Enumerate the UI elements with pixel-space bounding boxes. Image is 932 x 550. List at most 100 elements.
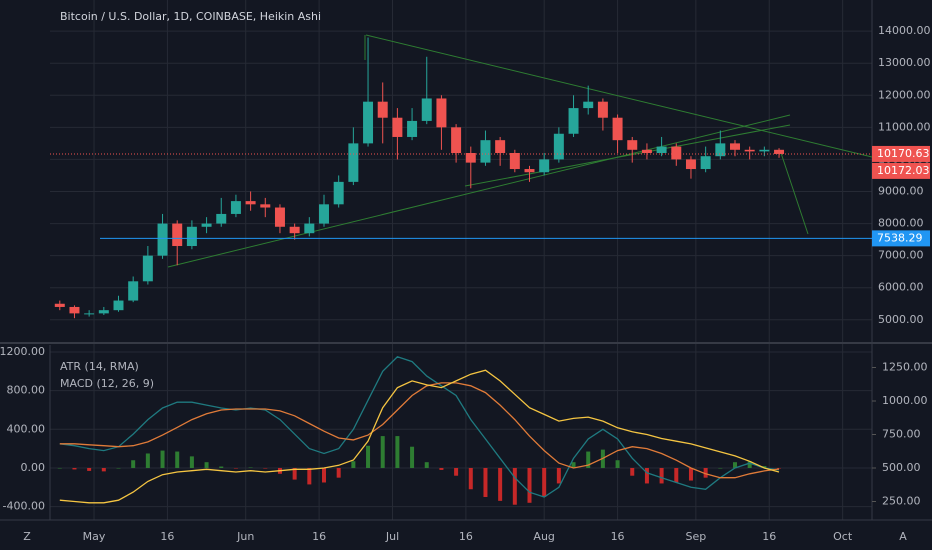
candle-body — [744, 149, 755, 152]
histogram-bar — [468, 467, 473, 490]
candle-body — [304, 223, 315, 234]
y-tick-label: 12000.00 — [878, 88, 931, 101]
candle-body — [142, 255, 153, 282]
candle-body — [201, 223, 212, 227]
toolbar-button[interactable]: A — [899, 530, 907, 543]
candle-body — [348, 143, 359, 182]
candle-body — [407, 120, 418, 137]
candle-body — [685, 159, 696, 170]
histogram-bar — [630, 467, 635, 476]
trendline — [365, 34, 873, 158]
x-tick-label: 16 — [459, 530, 473, 543]
candle-body — [553, 133, 564, 160]
indicator-line — [59, 369, 780, 504]
candle-body — [319, 204, 329, 224]
candle-body — [186, 226, 197, 247]
histogram-bar — [571, 462, 576, 468]
price-label-bg — [872, 162, 930, 179]
candle-body — [495, 140, 506, 153]
histogram-bar — [351, 461, 356, 468]
histogram-bar — [512, 467, 517, 505]
histogram-bar — [219, 466, 224, 468]
y-tick-label: 14000.00 — [878, 24, 931, 37]
candle-body — [568, 108, 579, 134]
candle-body — [597, 101, 608, 118]
y-tick-label: 800.00 — [7, 384, 46, 397]
x-tick-label: 16 — [611, 530, 625, 543]
histogram-bar — [263, 467, 268, 469]
candle-body — [480, 140, 491, 163]
candle-body — [216, 213, 227, 224]
histogram-bar — [72, 467, 77, 470]
grid — [50, 0, 872, 520]
y-tick-label: 1200.00 — [0, 345, 45, 358]
candle-body — [451, 127, 462, 153]
histogram-bar — [145, 453, 150, 468]
price-label: 10172.03 — [877, 164, 930, 177]
y-tick-label: 7000.00 — [878, 249, 924, 262]
histogram-bar — [556, 467, 561, 484]
histogram-bar — [248, 467, 253, 468]
price-label-bg — [872, 145, 930, 162]
candle-body — [363, 101, 374, 144]
candle-body — [230, 201, 241, 214]
candle-body — [730, 143, 740, 150]
histogram-bar — [644, 467, 649, 484]
candle-body — [274, 207, 285, 227]
y-tick-label: -400.00 — [3, 500, 45, 513]
histogram-bar — [762, 466, 767, 468]
histogram-bar — [615, 460, 620, 468]
candle-body — [612, 117, 623, 141]
histogram-bar — [659, 467, 664, 484]
y-tick-label: 5000.00 — [878, 313, 924, 326]
toolbar — [0, 522, 932, 550]
y-tick-label: 8000.00 — [878, 217, 924, 230]
x-tick-label: Jul — [385, 530, 399, 543]
chart-title: Bitcoin / U.S. Dollar, 1D, COINBASE, Hei… — [60, 10, 321, 23]
candle-body — [392, 117, 403, 137]
candle-body — [524, 169, 535, 173]
histogram-bar — [101, 467, 106, 472]
histogram-bar — [366, 445, 371, 468]
indicator-line — [59, 382, 780, 479]
candle-body — [172, 223, 183, 247]
price-label: 7538.29 — [877, 231, 923, 244]
y-tick-label: 11000.00 — [878, 120, 931, 133]
histogram-bar — [498, 467, 503, 501]
candle-body — [377, 101, 388, 118]
y-tick-label: 13000.00 — [878, 56, 931, 69]
candle-body — [436, 98, 447, 128]
histogram-bar — [175, 451, 180, 468]
histogram-bar — [57, 467, 62, 469]
histogram-bar — [777, 467, 782, 469]
candle-body — [333, 181, 344, 205]
price-label-bg — [872, 230, 930, 247]
candle-body — [774, 149, 785, 154]
candle-body — [157, 223, 168, 256]
histogram-bar — [586, 451, 591, 468]
x-tick-label: 16 — [312, 530, 326, 543]
histogram-bar — [733, 462, 737, 468]
y2-tick-label: 500.00 — [882, 461, 921, 474]
histogram-bar — [131, 460, 136, 468]
y2-tick-label: 1250.00 — [882, 361, 928, 374]
candle-body — [289, 226, 300, 234]
histogram-bar — [395, 436, 400, 468]
drawings — [167, 34, 873, 268]
candle-body — [245, 201, 256, 205]
toolbar-button[interactable]: Z — [23, 530, 31, 543]
candle-body — [113, 300, 124, 311]
histogram-bar — [204, 462, 209, 468]
histogram-bar — [718, 467, 723, 469]
candle-body — [421, 98, 432, 121]
histogram-bar — [336, 467, 341, 478]
candle-body — [715, 143, 726, 157]
histogram-bar — [160, 450, 165, 468]
y-tick-label: 400.00 — [7, 422, 46, 435]
candle-body — [69, 306, 80, 314]
histogram-bar — [322, 467, 326, 483]
x-tick-label: 16 — [762, 530, 776, 543]
indicator-line — [59, 356, 780, 498]
histogram-bar — [527, 467, 532, 503]
